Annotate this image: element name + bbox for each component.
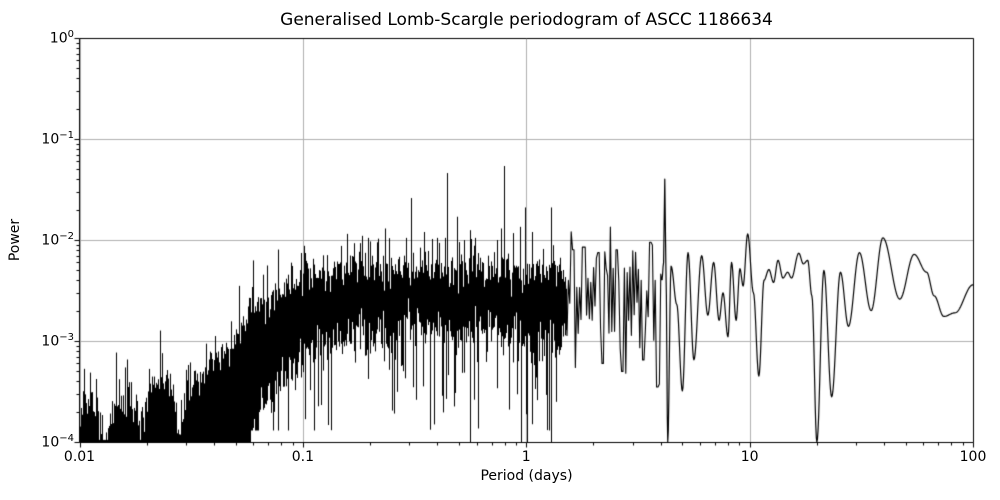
x-tick-label: 100	[959, 449, 987, 465]
x-tick-label: 0.01	[63, 449, 96, 465]
y-tick-label: 10−4	[41, 432, 74, 451]
x-tick-label: 1	[521, 449, 531, 465]
chart-title: Generalised Lomb-Scargle periodogram of …	[280, 10, 773, 30]
x-tick-label: 10	[740, 449, 759, 465]
x-tick-label: 0.1	[291, 449, 315, 465]
y-tick-label: 10−3	[41, 331, 74, 350]
y-tick-label: 10−1	[41, 129, 74, 148]
y-tick-label: 100	[49, 28, 74, 47]
x-axis-label: Period (days)	[480, 468, 573, 484]
y-tick-label: 10−2	[41, 230, 74, 249]
